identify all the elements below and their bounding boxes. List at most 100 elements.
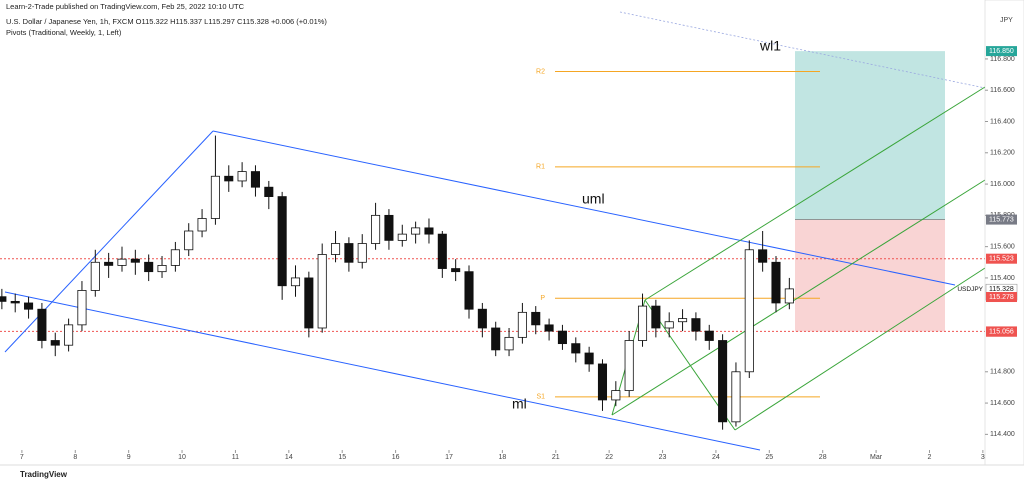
pivot-label: R2 [536, 68, 545, 75]
x-tick-label: 10 [178, 454, 186, 461]
candle-body [117, 258, 127, 266]
x-tick-label: 16 [392, 454, 400, 461]
x-tick-label: 8 [73, 454, 77, 461]
candle-body [411, 227, 421, 235]
candle-body [451, 268, 461, 273]
candle-body [157, 265, 167, 273]
y-tick-label: 116.200 [990, 150, 1015, 157]
candle-body [290, 277, 301, 287]
price-badge [986, 292, 1017, 303]
x-tick-label: 17 [445, 454, 453, 461]
x-tick-label: 23 [659, 454, 667, 461]
pivot-label: S1 [536, 394, 545, 401]
symbol-info: U.S. Dollar / Japanese Yen, 1h, FXCM O11… [6, 17, 327, 26]
candle-body [771, 261, 781, 304]
x-tick-label: 18 [498, 454, 506, 461]
x-tick-label: 22 [605, 454, 613, 461]
candle-body [210, 175, 220, 219]
label-uml: uml [582, 191, 605, 207]
candle-body [331, 243, 341, 255]
candle-body [504, 336, 514, 351]
price-badge-label: 115.523 [989, 256, 1014, 263]
candle-body [544, 324, 554, 332]
candle-body [144, 261, 154, 273]
pitchfork [611, 179, 986, 416]
candle-body [531, 311, 541, 326]
x-tick-label: 28 [819, 454, 827, 461]
candle-body [50, 340, 60, 346]
pivot-label: R1 [536, 164, 545, 171]
candle-body [344, 243, 354, 263]
y-tick-label: 116.800 [990, 56, 1015, 63]
x-tick-label: 9 [127, 454, 131, 461]
candle-body [184, 230, 194, 251]
pitchfork [644, 86, 986, 301]
pitchfork [734, 267, 986, 431]
x-tick-label: 25 [765, 454, 773, 461]
candle-body [237, 171, 247, 182]
candle-body [170, 249, 180, 266]
price-badge-label: 116.850 [989, 48, 1014, 55]
candle-body [718, 340, 728, 423]
candle-body [664, 321, 674, 329]
candle-body [691, 318, 701, 332]
x-tick-label: 21 [552, 454, 560, 461]
x-tick-label: Mar [870, 454, 883, 461]
candle-body [678, 318, 688, 323]
candle-body [597, 363, 608, 401]
price-badge [986, 46, 1017, 57]
y-tick-label: 116.600 [990, 87, 1015, 94]
label-ml: ml [512, 396, 527, 412]
candle-body [224, 175, 234, 182]
price-badge-label: 115.056 [989, 329, 1014, 336]
candle-body [731, 371, 741, 423]
candle-body [90, 261, 100, 291]
candle-body [704, 330, 714, 341]
candle-body [24, 302, 34, 310]
price-badge [986, 326, 1017, 337]
y-tick-label: 116.400 [990, 118, 1015, 125]
candle-body [104, 261, 114, 266]
trendline-uml [212, 130, 956, 286]
candle-body [64, 324, 74, 346]
candle-body [130, 258, 140, 263]
candle-body [10, 300, 20, 304]
indicator: Pivots (Traditional, Weekly, 1, Left) [6, 28, 122, 37]
candle-body [304, 277, 314, 329]
x-tick-label: 15 [338, 454, 346, 461]
x-tick-label: 3 [981, 454, 985, 461]
symbol-label: USDJPY [957, 286, 983, 293]
candle-body [477, 308, 487, 329]
price-badge-label: 115.328 [989, 286, 1014, 293]
y-tick-label: 115.400 [990, 275, 1015, 282]
trendline-ml [4, 291, 761, 451]
candle-body [437, 233, 447, 269]
candle-body [584, 352, 594, 365]
price-axis [984, 0, 1024, 466]
candle-body [77, 290, 87, 326]
candle-body [758, 249, 768, 263]
candle-body [37, 308, 47, 341]
y-tick-label: 114.800 [990, 369, 1015, 376]
y-tick-label: 115.600 [990, 243, 1015, 250]
position-zone [795, 51, 945, 220]
x-tick-label: 24 [712, 454, 720, 461]
currency: JPY [1000, 17, 1013, 24]
y-tick-label: 114.400 [990, 431, 1015, 438]
footer-brand: TradingView [20, 470, 68, 479]
candle-body [317, 254, 327, 329]
price-badge [986, 214, 1017, 225]
candle-body [277, 196, 287, 287]
candle-body [384, 214, 394, 241]
y-tick-label: 114.600 [990, 400, 1015, 407]
price-badge-label: 115.278 [989, 294, 1014, 301]
candle-body [250, 171, 260, 188]
candle-body [611, 390, 621, 401]
candle-body [784, 288, 794, 304]
candle-body [624, 340, 634, 391]
candle-body [197, 218, 207, 232]
candle-body [357, 243, 367, 263]
candle-body [424, 227, 434, 235]
candle-body [557, 330, 567, 345]
